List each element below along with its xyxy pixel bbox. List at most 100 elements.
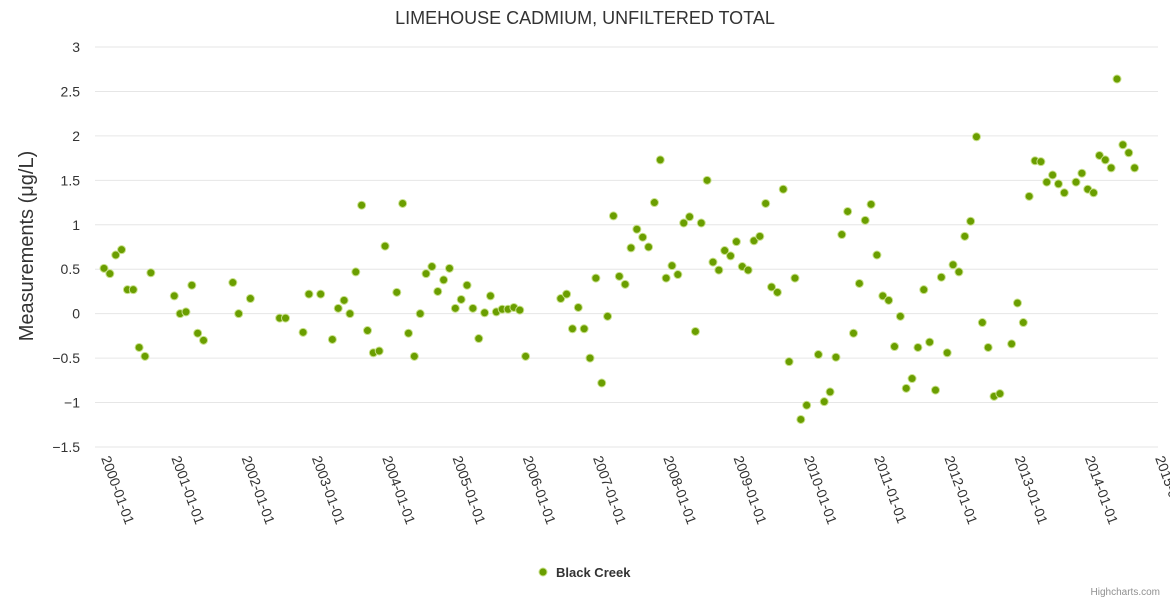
- data-point[interactable]: [1112, 74, 1122, 84]
- data-point[interactable]: [790, 273, 800, 283]
- data-point[interactable]: [304, 289, 314, 299]
- data-point[interactable]: [333, 303, 343, 313]
- data-point[interactable]: [480, 308, 490, 318]
- data-point[interactable]: [562, 289, 572, 299]
- data-point[interactable]: [181, 307, 191, 317]
- data-point[interactable]: [128, 285, 138, 295]
- data-point[interactable]: [977, 318, 987, 328]
- data-point[interactable]: [878, 291, 888, 301]
- legend-item-label[interactable]: Black Creek: [556, 565, 631, 580]
- data-point[interactable]: [398, 198, 408, 208]
- data-point[interactable]: [339, 295, 349, 305]
- data-point[interactable]: [485, 291, 495, 301]
- data-point[interactable]: [890, 342, 899, 352]
- data-point[interactable]: [140, 351, 150, 361]
- data-point[interactable]: [614, 271, 624, 281]
- data-point[interactable]: [316, 289, 326, 299]
- data-point[interactable]: [234, 309, 244, 319]
- data-point[interactable]: [673, 270, 683, 280]
- data-point[interactable]: [907, 374, 917, 384]
- data-point[interactable]: [351, 267, 361, 277]
- data-point[interactable]: [556, 294, 566, 304]
- data-point[interactable]: [971, 132, 981, 142]
- data-point[interactable]: [1048, 170, 1058, 180]
- data-point[interactable]: [749, 236, 759, 246]
- data-point[interactable]: [819, 397, 829, 407]
- data-point[interactable]: [105, 269, 115, 279]
- data-point[interactable]: [767, 282, 777, 292]
- data-point[interactable]: [772, 287, 782, 297]
- data-point[interactable]: [1007, 339, 1017, 349]
- data-point[interactable]: [696, 218, 706, 228]
- legend[interactable]: Black Creek: [538, 565, 631, 580]
- data-point[interactable]: [608, 211, 618, 221]
- credits-link[interactable]: Highcharts.com: [1091, 587, 1160, 598]
- legend-marker[interactable]: [538, 567, 548, 577]
- data-point[interactable]: [1012, 298, 1022, 308]
- data-point[interactable]: [620, 279, 630, 289]
- data-point[interactable]: [948, 260, 958, 270]
- data-point[interactable]: [99, 263, 109, 273]
- data-point[interactable]: [626, 243, 636, 253]
- data-point[interactable]: [187, 280, 197, 290]
- data-point[interactable]: [954, 267, 964, 277]
- data-point[interactable]: [1118, 140, 1128, 150]
- data-point[interactable]: [679, 218, 689, 228]
- data-point[interactable]: [228, 278, 238, 288]
- data-point[interactable]: [468, 303, 478, 313]
- data-point[interactable]: [1059, 188, 1069, 198]
- data-point[interactable]: [415, 309, 425, 319]
- data-point[interactable]: [936, 272, 946, 282]
- data-point[interactable]: [281, 313, 291, 323]
- data-point[interactable]: [146, 268, 156, 278]
- data-point[interactable]: [831, 352, 841, 362]
- data-point[interactable]: [1071, 177, 1081, 187]
- data-point[interactable]: [1036, 157, 1046, 167]
- data-point[interactable]: [327, 334, 337, 344]
- data-point[interactable]: [796, 414, 806, 424]
- data-point[interactable]: [655, 155, 665, 165]
- data-point[interactable]: [966, 216, 976, 226]
- data-point[interactable]: [515, 305, 525, 315]
- data-point[interactable]: [1106, 163, 1116, 173]
- data-point[interactable]: [427, 262, 437, 272]
- data-point[interactable]: [802, 400, 812, 410]
- data-point[interactable]: [345, 309, 355, 319]
- data-point[interactable]: [860, 215, 870, 225]
- data-point[interactable]: [1077, 168, 1087, 178]
- data-point[interactable]: [720, 246, 730, 256]
- data-point[interactable]: [374, 346, 384, 356]
- data-point[interactable]: [409, 351, 419, 361]
- data-point[interactable]: [1089, 188, 1099, 198]
- data-point[interactable]: [111, 250, 121, 260]
- data-point[interactable]: [714, 265, 724, 275]
- data-point[interactable]: [843, 206, 853, 216]
- data-point[interactable]: [784, 357, 794, 367]
- data-point[interactable]: [854, 278, 864, 288]
- data-point[interactable]: [1094, 150, 1104, 160]
- data-point[interactable]: [667, 261, 677, 271]
- data-point[interactable]: [1053, 179, 1063, 189]
- data-point[interactable]: [585, 353, 595, 363]
- data-point[interactable]: [573, 302, 583, 312]
- data-point[interactable]: [380, 241, 390, 251]
- data-point[interactable]: [433, 286, 443, 296]
- data-point[interactable]: [632, 224, 642, 234]
- data-point[interactable]: [117, 245, 127, 255]
- data-point[interactable]: [895, 311, 905, 321]
- data-point[interactable]: [995, 389, 1005, 399]
- data-point[interactable]: [644, 242, 654, 252]
- data-point[interactable]: [474, 334, 484, 344]
- data-point[interactable]: [245, 294, 255, 304]
- data-point[interactable]: [690, 326, 700, 336]
- data-point[interactable]: [439, 275, 449, 285]
- data-point[interactable]: [726, 251, 736, 261]
- data-point[interactable]: [462, 280, 472, 290]
- data-point[interactable]: [685, 212, 695, 222]
- data-point[interactable]: [456, 294, 466, 304]
- data-point[interactable]: [755, 231, 765, 241]
- data-point[interactable]: [919, 285, 929, 295]
- data-point[interactable]: [450, 303, 460, 313]
- data-point[interactable]: [591, 273, 601, 283]
- data-point[interactable]: [567, 324, 577, 334]
